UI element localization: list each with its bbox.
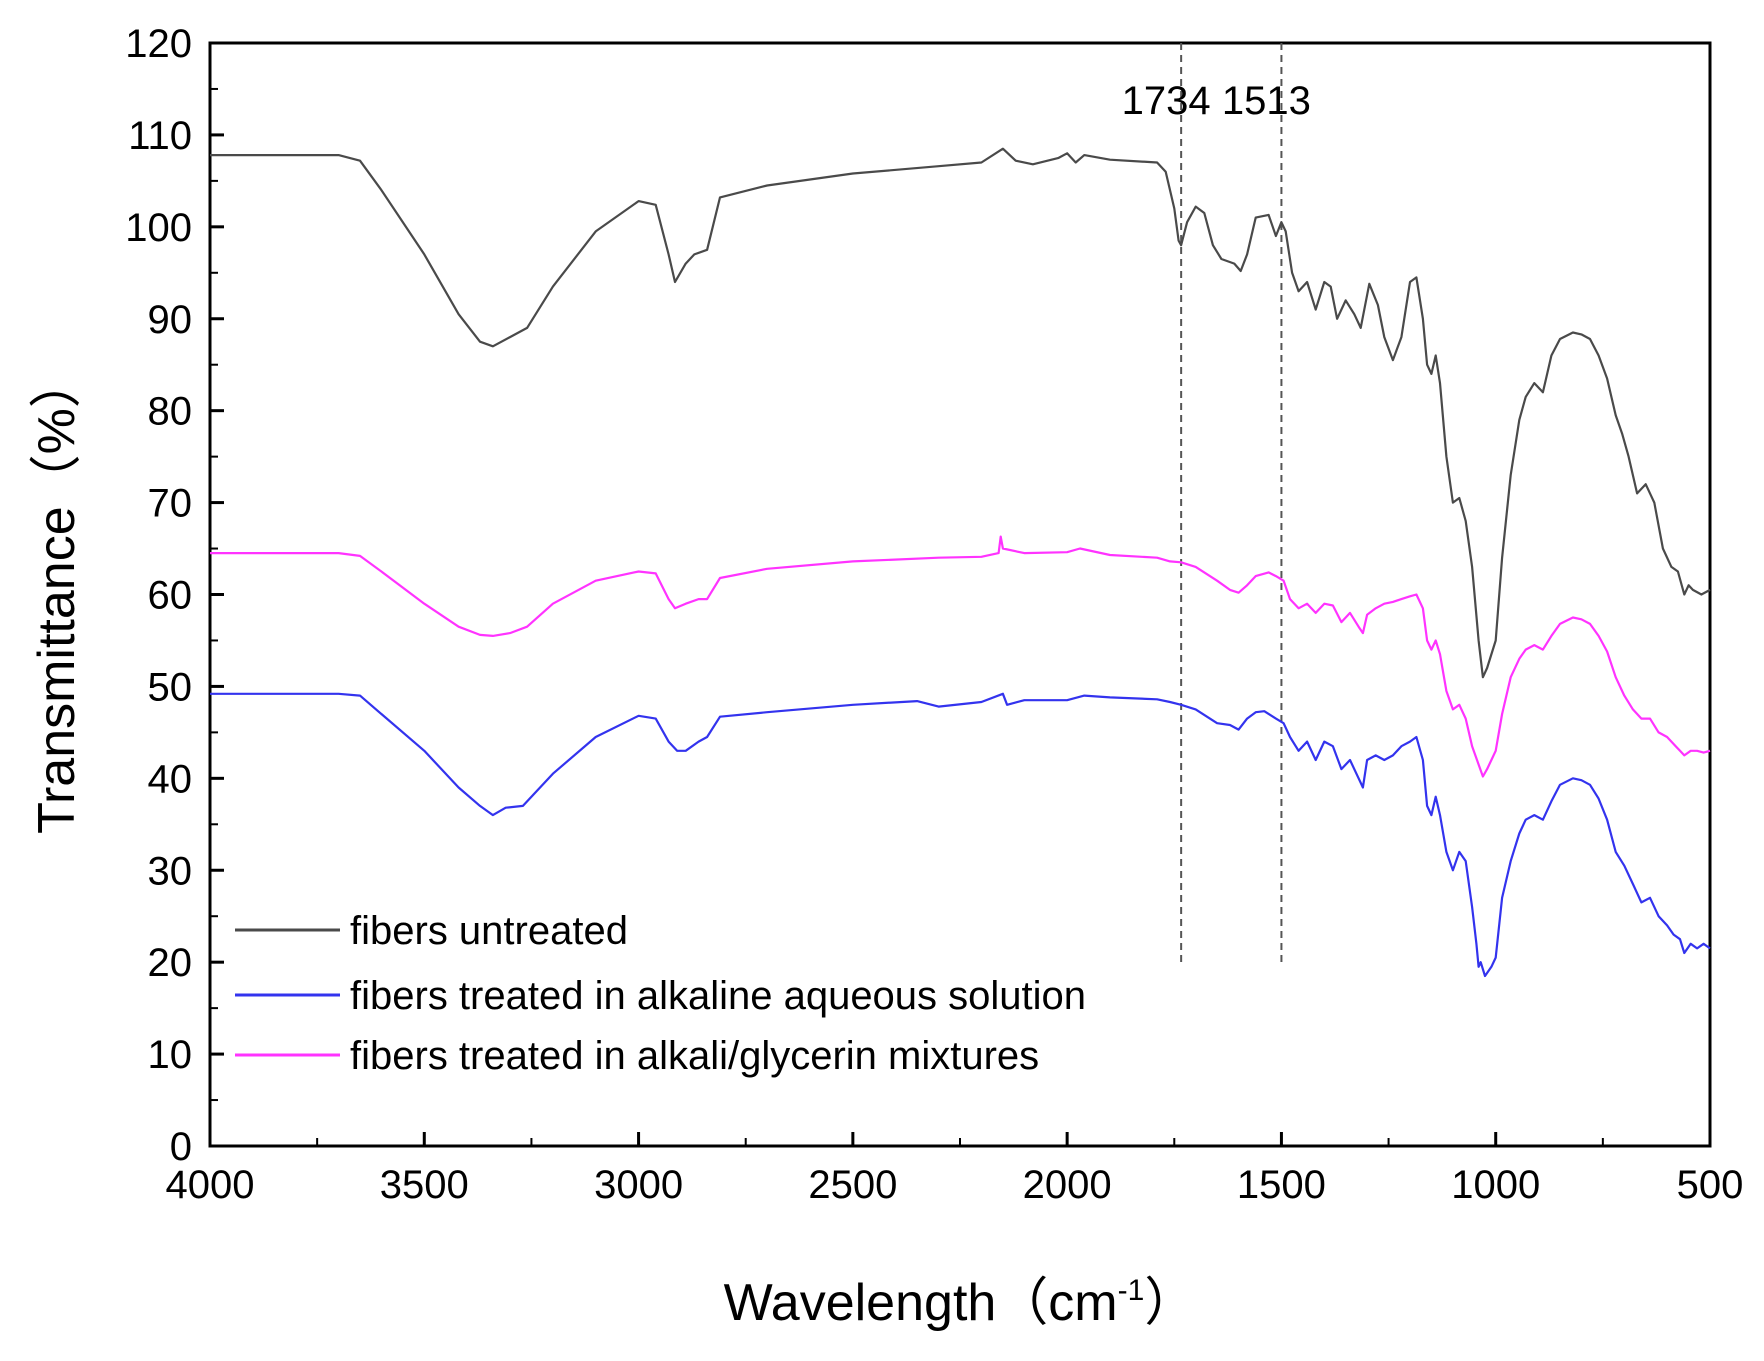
y-tick-label: 100: [125, 206, 192, 250]
y-tick-label: 120: [125, 22, 192, 66]
x-tick-label: 3000: [594, 1163, 683, 1207]
x-axis: 4000 3500 3000 2500 2000 1500 1000 500: [166, 1132, 1744, 1207]
y-tick-label: 20: [148, 941, 193, 985]
series-line-2: [210, 535, 1711, 778]
y-tick-label: 50: [148, 665, 193, 709]
y-tick-label: 80: [148, 390, 193, 434]
y-tick-label: 10: [148, 1033, 193, 1077]
x-tick-label: 1000: [1451, 1163, 1540, 1207]
x-tick-label: 1500: [1237, 1163, 1326, 1207]
series-line-1: [210, 692, 1711, 978]
x-axis-title: Wavelength（cm-1）: [724, 1274, 1197, 1332]
legend-label-glycerin: fibers treated in alkali/glycerin mixtur…: [350, 1034, 1039, 1078]
annotations: 1734 1513: [1122, 43, 1311, 967]
legend-label-alkaline: fibers treated in alkaline aqueous solut…: [350, 974, 1086, 1018]
x-tick-label: 4000: [166, 1163, 255, 1207]
legend-label-untreated: fibers untreated: [350, 909, 628, 953]
x-tick-label: 2000: [1023, 1163, 1112, 1207]
series-layer: [210, 147, 1711, 978]
y-tick-label: 110: [128, 114, 192, 158]
y-tick-label: 60: [148, 574, 193, 618]
y-tick-label: 70: [148, 482, 193, 526]
y-tick-label: 40: [148, 757, 193, 801]
y-tick-label: 30: [148, 849, 193, 893]
x-tick-label: 2500: [808, 1163, 897, 1207]
legend: fibers untreated fibers treated in alkal…: [235, 909, 1086, 1078]
annotation-label-1513: 1513: [1222, 79, 1311, 123]
series-line-0: [210, 147, 1711, 679]
y-tick-label: 0: [170, 1125, 192, 1169]
y-axis: 0 10 20 30 40 50 60 70 80 90 100 110 120: [125, 22, 224, 1169]
x-tick-label: 500: [1677, 1163, 1744, 1207]
y-axis-title: Transmittance（%）: [28, 356, 86, 834]
y-tick-label: 90: [148, 298, 193, 342]
x-tick-label: 3500: [380, 1163, 469, 1207]
annotation-label-1734: 1734: [1122, 79, 1211, 123]
